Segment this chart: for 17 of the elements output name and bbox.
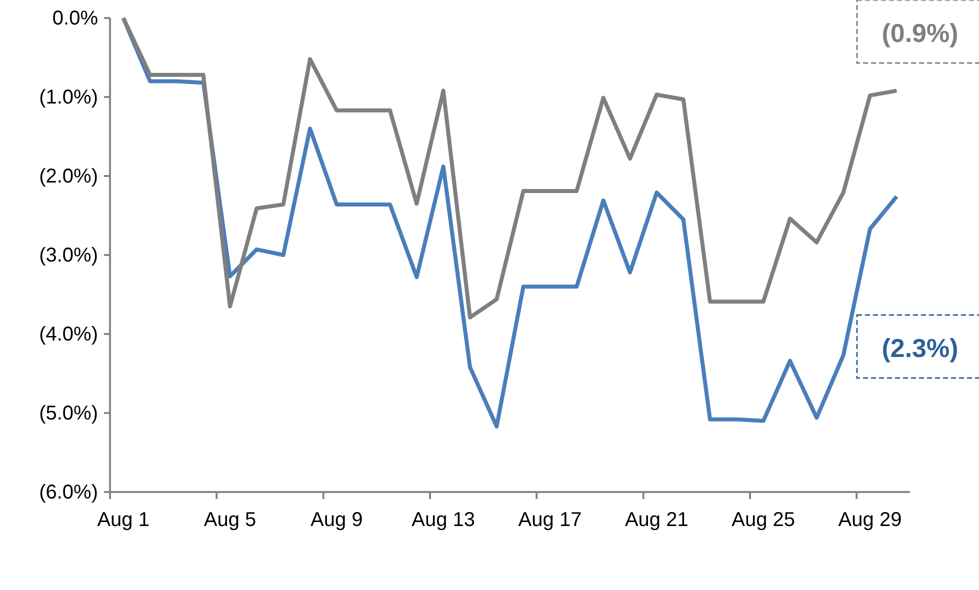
- y-tick-label: (2.0%): [39, 165, 98, 188]
- y-tick-label: (4.0%): [39, 323, 98, 346]
- x-tick-label: Aug 25: [732, 509, 796, 531]
- x-tick-label: Aug 5: [204, 509, 256, 531]
- x-tick-label: Aug 21: [624, 509, 688, 531]
- annotation: (0.9%): [882, 18, 958, 48]
- y-tick-label: (1.0%): [39, 86, 98, 108]
- y-tick-label: (3.0%): [39, 244, 98, 266]
- x-tick-label: Aug 1: [97, 509, 150, 531]
- y-tick-label: (6.0%): [39, 481, 98, 504]
- x-tick-label: Aug 13: [412, 509, 476, 531]
- x-tick-label: Aug 9: [310, 509, 363, 531]
- x-tick-label: Aug 29: [838, 509, 902, 531]
- x-tick-label: Aug 17: [518, 509, 582, 531]
- y-tick-label: 0.0%: [52, 7, 98, 30]
- y-tick-label: (5.0%): [39, 402, 98, 424]
- annotation: (2.3%): [882, 333, 958, 363]
